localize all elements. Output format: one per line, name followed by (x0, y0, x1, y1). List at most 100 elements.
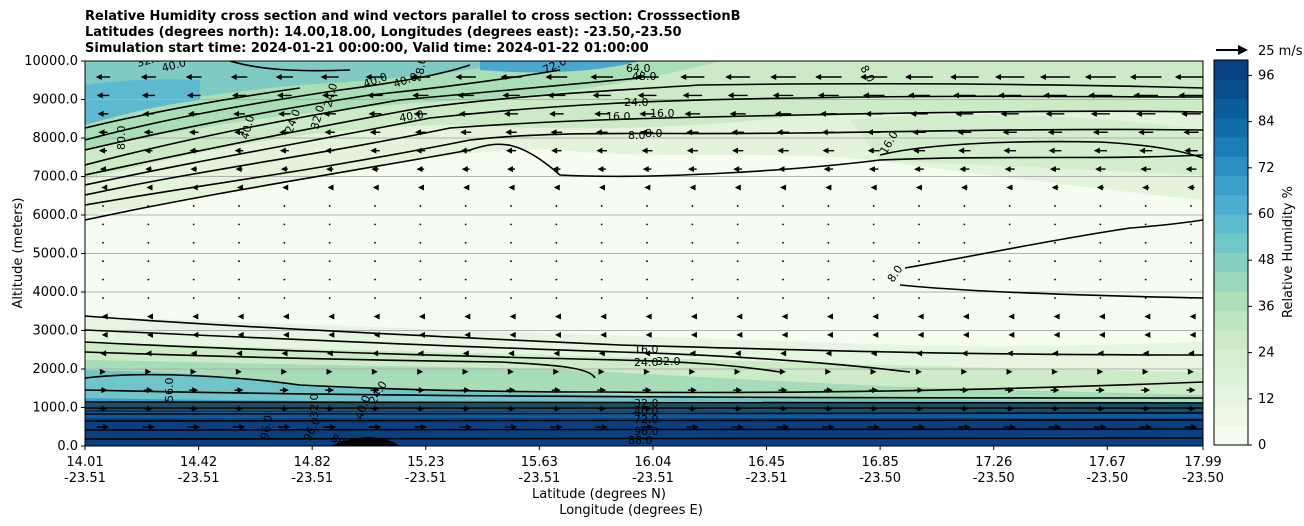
colorbar-tick-label: 84 (1258, 115, 1275, 130)
wind-vector (328, 331, 335, 338)
wind-vector (1052, 350, 1059, 357)
contour-line (85, 351, 596, 379)
wind-vector (825, 368, 832, 375)
wind-vector (597, 405, 607, 412)
wind-vector (510, 223, 512, 226)
wind-vector (464, 260, 467, 263)
wind-vector (510, 260, 512, 263)
wind-vector (464, 278, 467, 281)
x-axis: 14.01-23.5114.42-23.5114.82-23.5115.23-2… (64, 446, 1224, 486)
y-axis: 0.0 1000.0 2000.0 3000.0 4000.0 5000.0 6000.0 7… (24, 54, 85, 454)
wind-vector (778, 387, 788, 394)
contour-label: 72.0 (634, 413, 659, 426)
wind-vector (102, 278, 104, 281)
dense-contour-band (85, 403, 1203, 412)
wind-vector (323, 424, 336, 430)
wind-vector (464, 331, 471, 338)
wind-vector (506, 405, 516, 412)
wind-vector (283, 205, 286, 207)
colorbar-label: Relative Humidity % (1281, 186, 1296, 318)
wind-vector (817, 92, 839, 99)
wind-vector (368, 424, 382, 430)
wind-vector (1008, 241, 1011, 244)
contour-line (85, 412, 1203, 416)
x-tick-label-latitude: 16.04 (634, 455, 671, 470)
colorbar-tick-label: 96 (1258, 68, 1275, 83)
wind-vector (1144, 241, 1147, 244)
x-tick-label-latitude: 16.45 (748, 455, 785, 470)
wind-vector (1139, 424, 1152, 430)
x-tick-label-latitude: 17.99 (1184, 455, 1221, 470)
colorbar-tick-label: 60 (1258, 207, 1275, 222)
x-axis-label-longitude: Longitude (degrees E) (559, 503, 703, 518)
wind-vector (99, 368, 106, 375)
wind-vector (281, 350, 288, 357)
wind-vector (555, 205, 558, 207)
wind-vector (1184, 147, 1198, 154)
wind-vector (732, 147, 744, 154)
wind-vector (373, 331, 380, 338)
wind-vector (782, 297, 784, 299)
colorbar-tick-label: 24 (1258, 346, 1275, 361)
wind-vector (912, 147, 926, 154)
wind-vector (646, 241, 648, 244)
x-tick-label-longitude: -23.50 (1086, 471, 1128, 486)
wind-vector (97, 110, 109, 117)
colorbar-band (1214, 252, 1248, 273)
contour-line (85, 87, 301, 129)
wind-vector (867, 147, 880, 154)
wind-vector (372, 350, 379, 357)
x-tick-label-latitude: 17.67 (1089, 455, 1126, 470)
wind-vector (238, 223, 240, 226)
wind-vector (145, 166, 152, 173)
wind-vector (553, 368, 560, 375)
wind-vector (554, 313, 561, 320)
wind-vector (419, 260, 422, 263)
wind-vector (463, 184, 470, 191)
wind-vector (1090, 110, 1110, 117)
wind-vector (415, 405, 425, 412)
wind-vector (101, 313, 108, 320)
y-tick-label: 3000.0 (33, 324, 79, 339)
contour-line (85, 373, 1203, 394)
wind-vector (597, 166, 606, 173)
wind-vector (912, 129, 926, 136)
wind-vector (684, 110, 701, 117)
wind-vector (918, 297, 920, 299)
wind-vector (279, 405, 289, 412)
contour-label: 32.0 (308, 104, 327, 131)
wind-vector (827, 241, 830, 244)
wind-vector (234, 147, 244, 154)
contour-line (85, 419, 1203, 423)
contour-line (85, 389, 1203, 399)
wind-vector (279, 387, 289, 394)
contour-label: 24.0 (634, 356, 659, 369)
wind-vector (691, 297, 694, 299)
x-tick-label-longitude: -23.51 (632, 471, 674, 486)
wind-vector (415, 147, 426, 154)
wind-vector (736, 241, 739, 244)
contour-label: 48.0 (632, 70, 657, 83)
wind-vector (826, 313, 833, 320)
wind-vector (686, 129, 699, 136)
wind-vector (963, 260, 966, 263)
x-tick-label-longitude: -23.51 (405, 471, 447, 486)
wind-vector (328, 313, 335, 320)
wind-vector (823, 405, 833, 412)
contour-label: 32.0 (634, 397, 659, 410)
wind-vector (551, 405, 561, 412)
wind-vector (959, 166, 970, 173)
wind-vector (328, 223, 331, 226)
wind-vector (1144, 205, 1147, 207)
wind-vector (1051, 368, 1058, 375)
colorbar-band (1214, 425, 1248, 446)
wind-vector (1190, 278, 1192, 281)
wind-vector (691, 205, 694, 207)
contour-line (229, 61, 351, 72)
colorbar-tick-label: 0 (1258, 438, 1266, 453)
wind-vector (691, 260, 694, 263)
wind-vector (646, 223, 648, 226)
wind-vector (1048, 424, 1062, 430)
wind-vector (505, 147, 517, 154)
